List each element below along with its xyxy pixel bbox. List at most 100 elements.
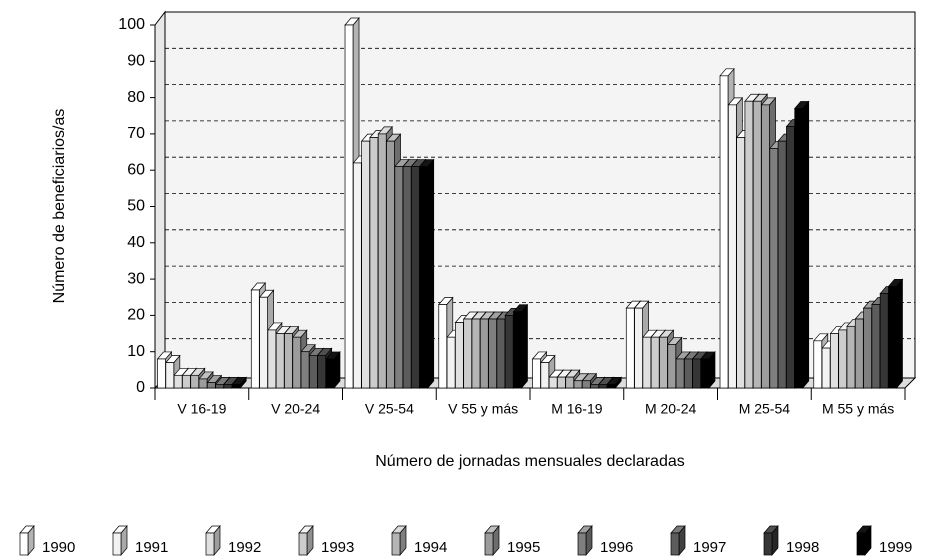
- legend-label: 1995: [507, 539, 540, 556]
- bar-front: [700, 358, 710, 389]
- bar-front: [309, 354, 318, 389]
- bar-front: [634, 307, 643, 389]
- bar-front: [879, 293, 889, 389]
- legend-label: 1997: [693, 539, 726, 556]
- bar-side: [427, 158, 435, 389]
- bar-front: [165, 362, 175, 389]
- bar-front: [298, 532, 308, 556]
- legend-label: 1990: [42, 539, 75, 556]
- bar-front: [856, 532, 866, 556]
- bar-front: [871, 304, 881, 389]
- bar-front: [259, 296, 268, 389]
- bar-front: [157, 358, 166, 389]
- bar-front: [391, 532, 401, 556]
- y-tick-label: 90: [127, 53, 145, 70]
- legend-icon: [205, 525, 221, 556]
- bar-front: [504, 315, 514, 389]
- y-axis-title: Número de beneficiarios/as: [51, 109, 68, 304]
- bar-front: [292, 336, 302, 389]
- legend-icon: [763, 525, 779, 556]
- bar-front: [484, 532, 494, 556]
- bar-front: [402, 166, 412, 389]
- legend-icon: [391, 525, 407, 556]
- bar-front: [513, 311, 522, 389]
- bar-front: [206, 382, 216, 389]
- bar-front: [19, 532, 29, 556]
- y-tick-label: 30: [127, 270, 145, 287]
- bar-front: [446, 336, 456, 389]
- bar-front: [659, 336, 668, 389]
- y-tick-label: 80: [127, 89, 145, 106]
- legend-icon: [19, 525, 35, 556]
- legend-label: 1993: [321, 539, 354, 556]
- legend-icon: [577, 525, 593, 556]
- bar-front: [369, 137, 379, 389]
- bar-front: [684, 358, 693, 389]
- x-tick-label: M 20-24: [645, 401, 697, 417]
- x-tick-label: V 16-19: [177, 401, 226, 417]
- bar-front: [794, 108, 804, 389]
- bar-front: [642, 336, 652, 389]
- bar-front: [250, 289, 260, 389]
- bar-front: [786, 126, 795, 389]
- bar-front: [854, 318, 864, 389]
- bar-front: [625, 307, 635, 389]
- legend-label: 1991: [135, 539, 168, 556]
- y-tick-label: 100: [118, 16, 145, 33]
- y-tick-label: 60: [127, 161, 145, 178]
- bar-front: [223, 384, 233, 389]
- bar-front: [736, 137, 745, 389]
- bar-front: [752, 100, 762, 389]
- bar-front: [761, 104, 770, 389]
- bar: [700, 351, 716, 389]
- x-tick-label: V 20-24: [271, 401, 320, 417]
- bar: [606, 376, 622, 389]
- bar-front: [112, 532, 122, 556]
- bar-front: [496, 318, 506, 389]
- bar-side: [802, 100, 810, 389]
- bar-front: [821, 347, 831, 389]
- side-wall: [154, 10, 166, 390]
- bar-front: [317, 354, 327, 389]
- x-tick-label: M 16-19: [551, 401, 603, 417]
- bar-front: [667, 344, 677, 389]
- x-tick-label: V 25-54: [365, 401, 414, 417]
- bar-side: [896, 278, 903, 389]
- bar-front: [479, 318, 489, 389]
- bar: [231, 376, 247, 389]
- y-tick-label: 20: [127, 307, 145, 324]
- bar-front: [455, 322, 464, 389]
- bar-front: [361, 140, 370, 389]
- bar-front: [532, 358, 541, 389]
- bar: [325, 351, 341, 389]
- x-axis-title: Número de jornadas mensuales declaradas: [375, 453, 685, 470]
- bar-front: [205, 532, 215, 556]
- bar-front: [411, 166, 420, 389]
- bar-front: [267, 329, 277, 389]
- bar: [418, 158, 435, 389]
- legend-label: 1998: [786, 539, 819, 556]
- bar-side: [521, 303, 528, 389]
- bar-front: [394, 166, 404, 389]
- bar: [512, 303, 529, 389]
- legend-label: 1996: [600, 539, 633, 556]
- bar-front: [548, 376, 558, 389]
- bar: [887, 278, 904, 389]
- bar-front: [438, 304, 448, 389]
- bar-front: [173, 374, 183, 389]
- bar-front: [300, 351, 310, 389]
- bar-front: [471, 318, 481, 389]
- bar-front: [352, 162, 362, 389]
- bar-front: [231, 384, 241, 389]
- bar-front: [670, 532, 680, 556]
- bar-front: [777, 140, 787, 389]
- bar-front: [692, 358, 702, 389]
- x-tick-label: V 55 y más: [448, 401, 518, 417]
- legend-label: 1992: [228, 539, 261, 556]
- y-tick-label: 10: [127, 343, 145, 360]
- bar-front: [386, 140, 395, 389]
- bar-front: [577, 532, 587, 556]
- bar-front: [888, 286, 897, 389]
- bar-front: [813, 340, 823, 389]
- y-tick-label: 50: [127, 198, 145, 215]
